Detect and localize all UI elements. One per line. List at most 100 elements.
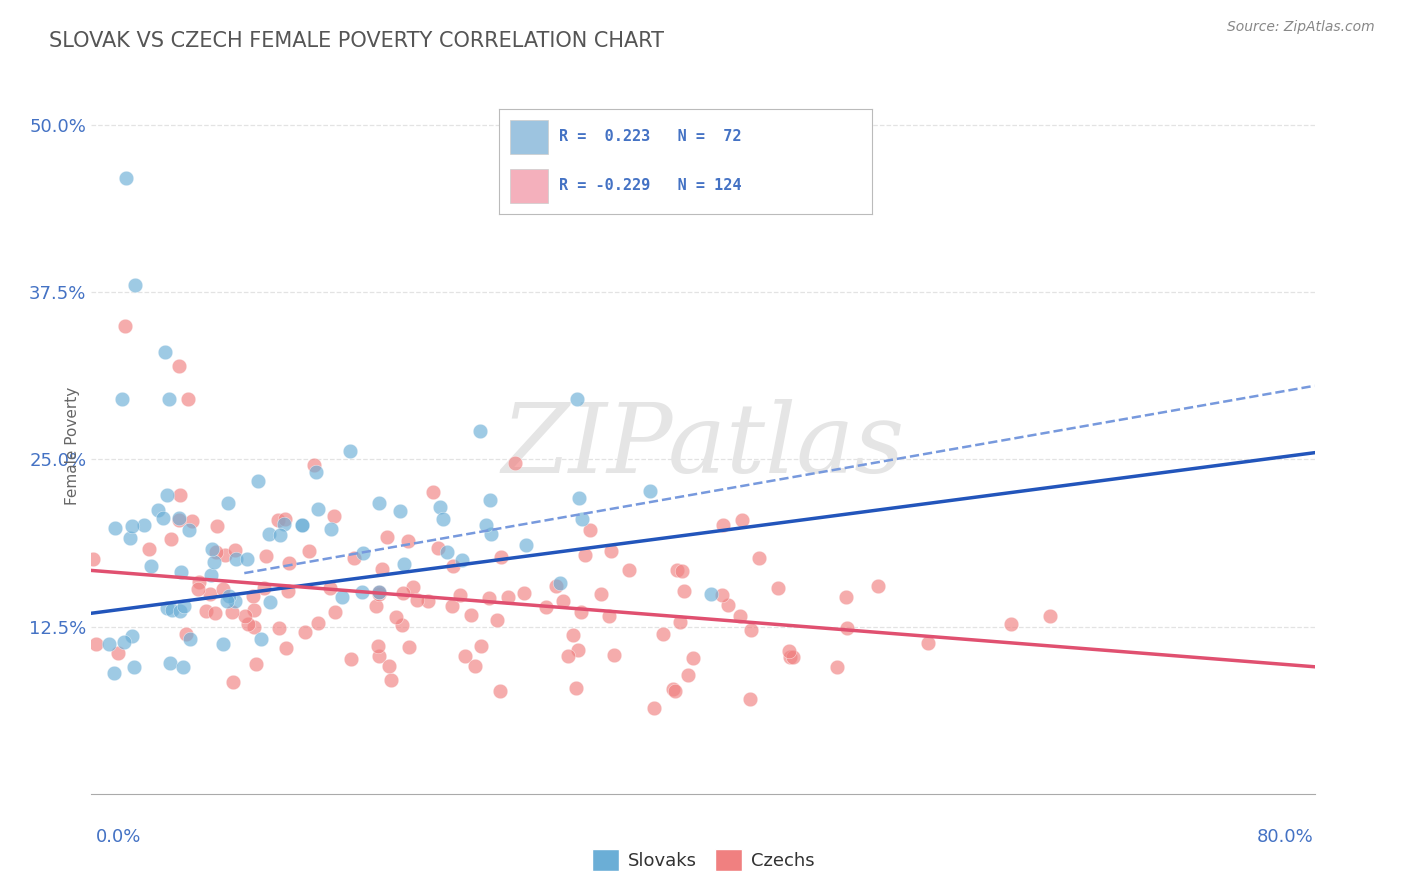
Legend: Slovaks, Czechs: Slovaks, Czechs [585,842,821,879]
Point [478,493,501,508]
Point [177,392,200,407]
Point [768,581,790,595]
Point [662,681,685,696]
Point [204,606,226,620]
Point [449,588,471,602]
Point [294,625,316,640]
Point [368,584,391,599]
Point [565,392,588,407]
Point [103,521,125,535]
Point [441,599,464,614]
Point [571,512,593,526]
Point [496,591,519,605]
Point [195,603,218,617]
Point [212,582,235,596]
Point [138,541,160,556]
Point [253,581,276,595]
Point [302,458,325,472]
Point [603,648,626,663]
Point [267,513,290,527]
FancyBboxPatch shape [510,169,547,202]
Point [188,575,211,590]
Point [388,504,411,518]
Point [217,496,239,510]
Point [170,565,193,579]
Point [835,621,858,635]
Point [429,500,451,514]
Point [319,522,342,536]
Text: R = -0.229   N = 124: R = -0.229 N = 124 [558,178,741,194]
Point [148,503,170,517]
Point [235,608,257,623]
Point [291,518,314,533]
Point [319,581,342,595]
Point [222,674,245,689]
Point [544,579,567,593]
Point [114,171,136,186]
Point [169,488,191,502]
Point [748,550,770,565]
Point [339,652,361,666]
Point [505,456,527,470]
Point [124,278,146,293]
Point [599,544,621,558]
Point [121,629,143,643]
Point [152,511,174,525]
Point [835,590,858,604]
Point [200,568,222,582]
Point [478,591,501,605]
Point [682,650,704,665]
Point [598,608,620,623]
Point [243,620,266,634]
Point [173,599,195,613]
Point [159,656,181,670]
Point [174,627,197,641]
Point [224,594,246,608]
Point [97,637,120,651]
Point [322,509,344,524]
Point [169,604,191,618]
Point [536,599,558,614]
Point [825,659,848,673]
Point [305,466,328,480]
Point [367,639,389,653]
Text: 0.0%: 0.0% [96,828,141,846]
Y-axis label: Female Poverty: Female Poverty [65,387,80,505]
Point [259,595,281,609]
Point [406,592,429,607]
Point [470,639,492,653]
FancyBboxPatch shape [510,120,547,154]
Point [738,692,761,706]
Point [307,616,329,631]
Point [217,593,239,607]
Point [671,564,693,578]
Point [454,648,477,663]
Point [371,562,394,576]
Point [278,556,301,570]
Point [153,345,176,359]
Point [398,640,420,654]
Point [225,551,247,566]
Point [167,510,190,524]
Point [782,649,804,664]
Point [343,551,366,566]
Point [111,392,134,407]
Point [172,659,194,673]
Point [291,518,314,533]
Point [1000,617,1022,632]
Point [274,641,297,656]
Point [778,644,800,658]
Point [198,586,221,600]
Point [323,605,346,619]
Point [402,580,425,594]
Point [548,576,571,591]
Point [107,646,129,660]
Point [139,559,162,574]
Point [118,531,141,545]
Point [481,527,503,541]
Point [779,649,801,664]
Point [451,553,474,567]
Point [179,632,201,646]
Point [730,609,752,624]
Point [917,636,939,650]
